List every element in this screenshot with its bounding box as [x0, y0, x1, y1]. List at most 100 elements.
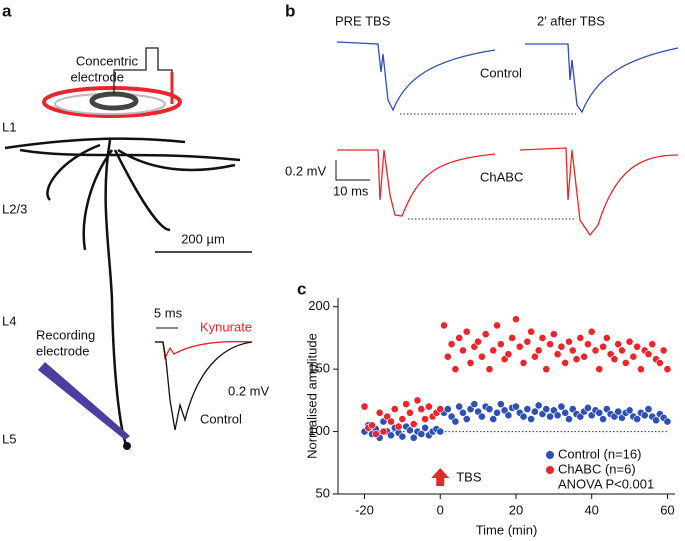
panel-a: a L1 L2/3 L4 L5 Concentric electrode Rec…	[2, 1, 270, 450]
trace	[155, 340, 253, 361]
trace	[525, 43, 679, 114]
point	[443, 405, 452, 414]
panel-label: c	[297, 279, 306, 298]
point	[424, 402, 433, 411]
point	[462, 327, 471, 336]
point	[519, 412, 528, 421]
point	[599, 342, 607, 351]
point	[398, 432, 407, 441]
point	[557, 402, 566, 411]
point	[580, 352, 589, 361]
point	[595, 365, 604, 374]
layer-label: L5	[2, 431, 16, 446]
point	[625, 406, 634, 415]
scale-label: 200 µm	[181, 231, 225, 246]
point	[595, 408, 604, 417]
x-tick-label: 60	[660, 502, 674, 517]
point	[621, 359, 630, 367]
legend-label: ChABC (n=6)	[558, 461, 636, 476]
point	[614, 340, 623, 349]
point	[390, 405, 399, 414]
x-tick-label: 0	[437, 502, 444, 517]
trace	[519, 147, 679, 237]
point	[576, 334, 585, 342]
point	[413, 396, 422, 405]
point	[523, 405, 532, 414]
point	[455, 402, 464, 411]
panel-c: c 50 100 150 200 -20 0 20 40 60 Time (min) Normali…	[297, 279, 675, 537]
point	[375, 408, 384, 417]
point	[572, 355, 581, 364]
layer-label: L2/3	[2, 201, 27, 216]
point	[459, 408, 467, 417]
point	[459, 346, 467, 355]
panel-label: b	[285, 1, 295, 20]
point	[481, 330, 490, 339]
point	[644, 350, 653, 359]
point	[515, 342, 524, 351]
point	[633, 342, 642, 351]
point	[379, 427, 388, 436]
point	[493, 321, 501, 330]
point	[644, 405, 653, 414]
event-arrow	[431, 468, 450, 486]
soma	[123, 442, 131, 450]
point	[440, 321, 448, 330]
electrode-label: electrode	[36, 343, 89, 358]
point	[659, 346, 668, 355]
scale-label: 0.2 mV	[228, 383, 270, 398]
legend-marker	[546, 451, 554, 459]
point	[557, 342, 566, 351]
point	[663, 417, 672, 426]
scale-label: 0.2 mV	[285, 163, 327, 178]
condition-label: PRE TBS	[335, 13, 391, 28]
legend-marker	[546, 466, 554, 474]
point	[542, 365, 551, 374]
point	[436, 405, 445, 414]
point	[394, 422, 403, 431]
point	[485, 405, 494, 414]
legend-label: Control (n=16)	[558, 446, 641, 461]
point	[387, 417, 395, 426]
point	[436, 427, 445, 436]
point	[534, 401, 543, 410]
electrode-wire	[113, 47, 173, 100]
point	[462, 415, 471, 423]
point	[549, 330, 558, 339]
point	[599, 415, 607, 423]
point	[591, 346, 600, 355]
x-axis-label: Time (min)	[476, 522, 538, 537]
trace-label: Control	[200, 411, 242, 426]
panel-b: b PRE TBS 2′ after TBS Control ChABC 0.2…	[285, 1, 679, 237]
point	[508, 334, 517, 342]
x-tick-label: 40	[584, 502, 598, 517]
layer-label: L4	[2, 313, 16, 328]
point	[584, 340, 592, 349]
point	[625, 337, 634, 346]
point	[474, 337, 483, 346]
point	[530, 407, 539, 416]
y-tick-label: 50	[316, 485, 330, 500]
point	[629, 352, 638, 361]
y-axis-label: Normalised amplitude	[304, 333, 319, 459]
point	[640, 411, 649, 420]
point	[530, 352, 539, 361]
point	[417, 405, 426, 414]
point	[493, 408, 501, 417]
point	[527, 327, 536, 336]
layer-label: L1	[2, 119, 16, 134]
row-label: Control	[480, 65, 522, 80]
point	[409, 420, 418, 428]
point	[542, 405, 551, 414]
point	[443, 352, 452, 361]
point	[614, 407, 623, 416]
point	[584, 403, 592, 412]
point	[504, 350, 513, 359]
point	[655, 359, 664, 367]
point	[466, 359, 475, 367]
point	[451, 365, 460, 374]
point	[477, 412, 486, 421]
point	[553, 350, 562, 359]
point	[538, 334, 547, 342]
